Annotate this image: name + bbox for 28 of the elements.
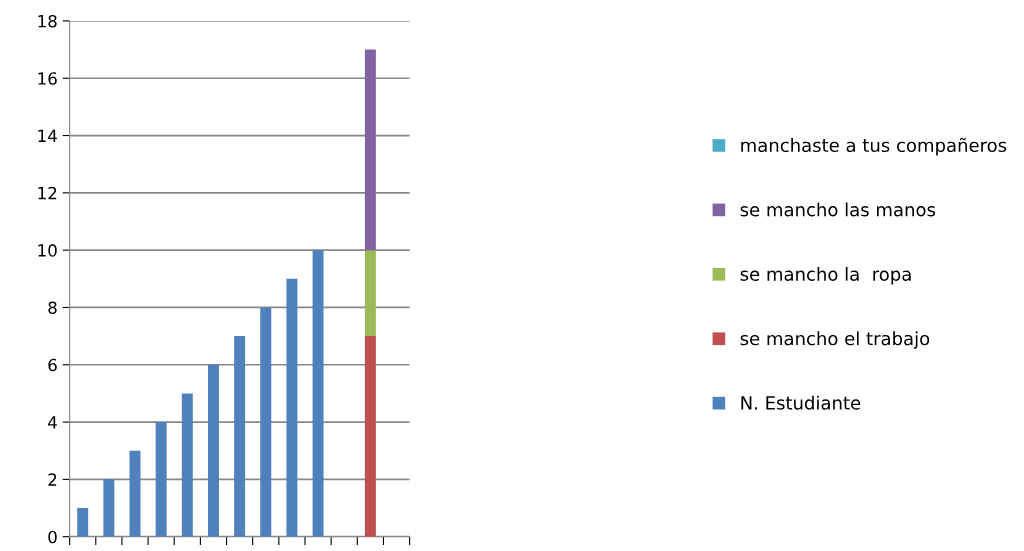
y-tick-label: 8 [48, 301, 57, 315]
bar [181, 393, 193, 537]
y-tick-label: 4 [48, 416, 57, 429]
bar [77, 508, 89, 537]
bar [312, 250, 324, 537]
bar [364, 336, 376, 537]
bar [286, 278, 298, 537]
y-tick-label: 12 [38, 186, 57, 200]
y-tick-label: 2 [48, 473, 57, 486]
bar [103, 479, 115, 537]
y-tick-label: 10 [38, 244, 57, 257]
bar [129, 450, 141, 537]
y-tick-label: 14 [38, 129, 57, 142]
bar [364, 49, 376, 251]
legend-label: se mancho la ropa [740, 266, 911, 285]
y-tick-label: 18 [38, 14, 57, 28]
legend-label: se mancho las manos [740, 202, 936, 217]
bar [364, 250, 376, 337]
bar [260, 307, 272, 537]
legend-label: se mancho el trabajo [740, 331, 930, 349]
y-tick-label: 16 [38, 72, 57, 85]
y-tick-label: 0 [48, 530, 57, 544]
legend-label: manchaste a tus compañeros [741, 137, 1007, 156]
bar [207, 364, 219, 537]
bar [234, 336, 246, 537]
bar [155, 422, 167, 537]
y-tick-label: 6 [48, 358, 57, 372]
legend-label: N. Estudiante [741, 395, 861, 410]
